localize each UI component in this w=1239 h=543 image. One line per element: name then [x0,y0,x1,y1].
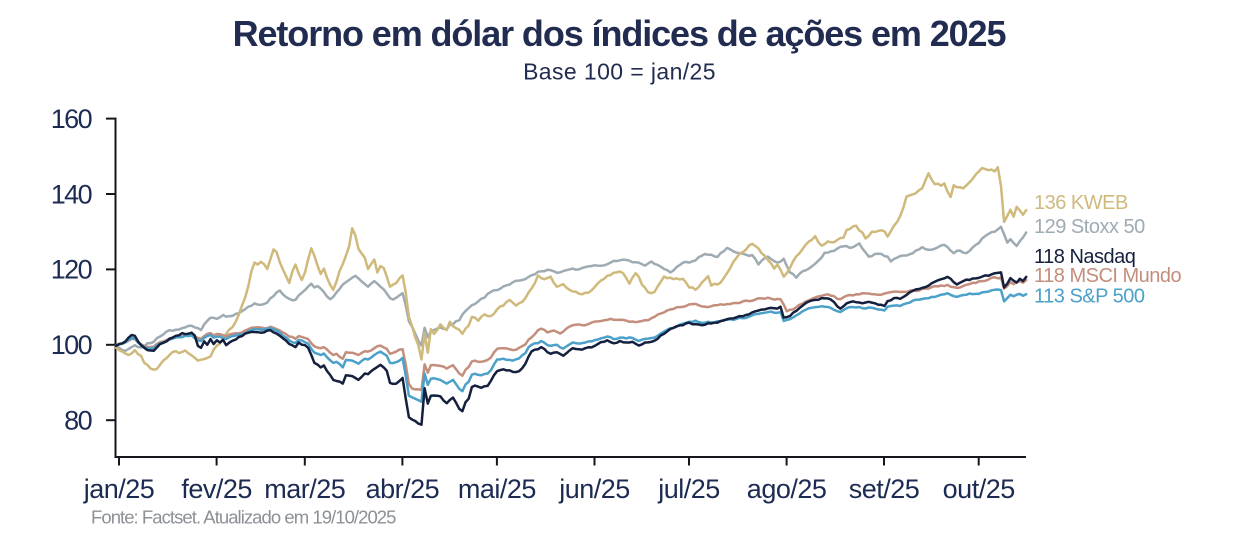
svg-text:Base 100 = jan/25: Base 100 = jan/25 [523,59,716,85]
svg-text:100: 100 [51,330,92,360]
svg-text:Retorno em dólar dos índices d: Retorno em dólar dos índices de ações em… [233,13,1007,54]
svg-text:160: 160 [51,104,92,134]
svg-text:140: 140 [51,179,92,209]
svg-text:mar/25: mar/25 [264,474,345,504]
svg-text:out/25: out/25 [943,474,1015,504]
svg-text:118 MSCI Mundo: 118 MSCI Mundo [1034,265,1182,287]
svg-text:Fonte: Factset. Atualizado em: Fonte: Factset. Atualizado em 19/10/2025 [91,507,396,528]
svg-text:80: 80 [64,406,91,436]
svg-text:jan/25: jan/25 [83,474,155,504]
svg-text:118 Nasdaq: 118 Nasdaq [1034,246,1135,268]
svg-text:129 Stoxx 50: 129 Stoxx 50 [1034,216,1145,238]
svg-text:set/25: set/25 [849,474,920,504]
svg-text:jul/25: jul/25 [657,474,720,504]
svg-text:jun/25: jun/25 [558,474,630,504]
svg-text:fev/25: fev/25 [181,474,252,504]
svg-text:mai/25: mai/25 [458,474,536,504]
svg-text:abr/25: abr/25 [366,474,440,504]
svg-text:120: 120 [51,255,92,285]
svg-text:ago/25: ago/25 [747,474,827,504]
svg-text:113 S&P 500: 113 S&P 500 [1034,286,1145,308]
svg-text:136 KWEB: 136 KWEB [1034,192,1128,214]
